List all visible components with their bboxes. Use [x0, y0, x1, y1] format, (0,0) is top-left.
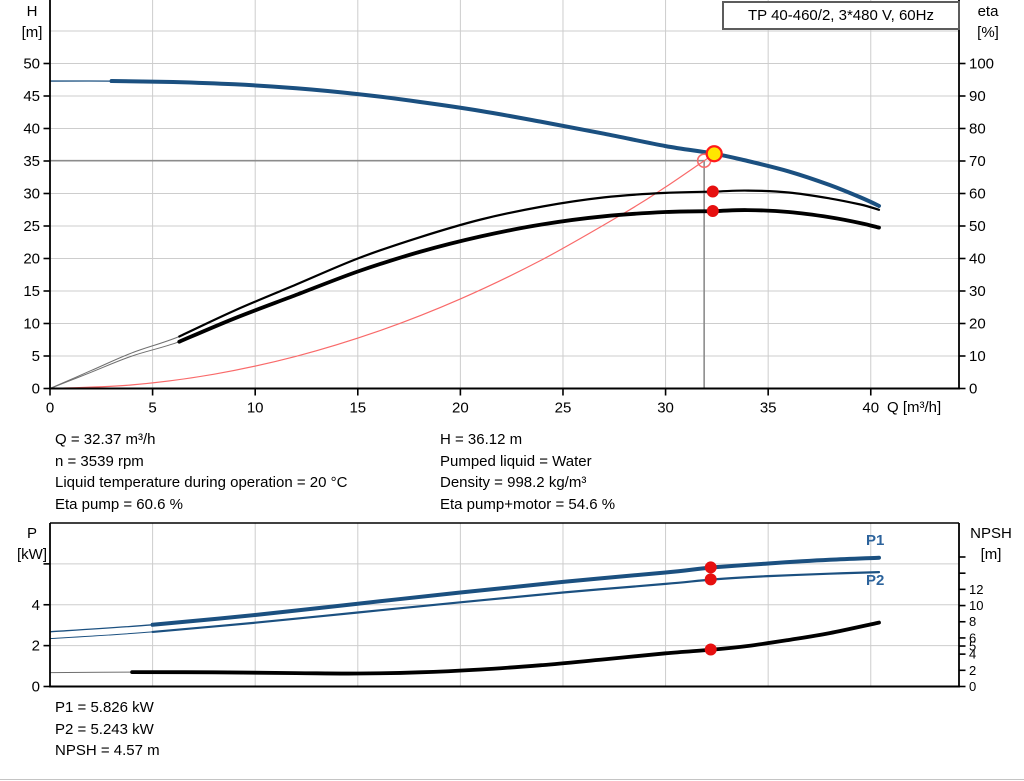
- p1-curve: [150, 555, 881, 627]
- left-tick-label: 0: [32, 381, 40, 398]
- right-tick-label: 60: [969, 186, 986, 203]
- npsh-curve: [130, 620, 881, 676]
- q-axis-title: Q [m³/h]: [887, 399, 942, 416]
- right-tick-label: 10: [969, 598, 983, 613]
- p1-curve-thin: [49, 557, 880, 633]
- eta-axis-unit: [%]: [977, 24, 999, 41]
- power-info-block: P1 = 5.826 kW P2 = 5.243 kW NPSH = 4.57 …: [55, 697, 160, 762]
- operating-info-left: Q = 32.37 m³/h n = 3539 rpm Liquid tempe…: [55, 429, 347, 516]
- info-line-q: Q = 32.37 m³/h: [55, 431, 156, 448]
- p2-curve: [151, 571, 881, 634]
- info-line-liquid: Pumped liquid = Water: [440, 452, 592, 470]
- x-tick-label: 0: [46, 400, 54, 417]
- right-tick-label: 5: [969, 639, 976, 654]
- npsh-axis-unit: [m]: [980, 546, 1002, 563]
- operating-point-dot: [704, 643, 717, 656]
- x-tick-label: 5: [148, 400, 156, 417]
- left-tick-label: 4: [32, 597, 40, 614]
- left-tick-label: 10: [23, 316, 40, 333]
- system-curve: [49, 153, 715, 390]
- left-tick-label: 25: [23, 218, 40, 235]
- right-tick-label: 6: [969, 630, 976, 645]
- info-line-p1: P1 = 5.826 kW: [55, 699, 154, 716]
- h-axis-title: H: [26, 3, 38, 20]
- npsh-axis-title: NPSH: [970, 525, 1012, 542]
- right-tick-label: 80: [969, 121, 986, 138]
- duty-point-marker: [705, 145, 723, 163]
- left-tick-label: 35: [23, 153, 40, 170]
- right-tick-label: 10: [969, 348, 986, 365]
- operating-point-dot: [706, 185, 719, 198]
- left-tick-label: 30: [23, 186, 40, 203]
- p2-curve-thin: [49, 571, 880, 640]
- eta-pump-curve-thin: [49, 190, 880, 389]
- eta-pump-curve: [178, 189, 881, 338]
- info-line-eta-pm: Eta pump+motor = 54.6 %: [440, 496, 616, 514]
- page-bottom-rule: [0, 779, 1024, 780]
- x-tick-label: 40: [862, 400, 879, 417]
- info-line-temp: Liquid temperature during operation = 20…: [55, 474, 348, 492]
- x-tick-label: 10: [247, 400, 264, 417]
- left-tick-label: 15: [23, 283, 40, 300]
- left-tick-label: 45: [23, 88, 40, 105]
- operating-point-dot: [704, 561, 717, 574]
- right-tick-label: 50: [969, 218, 986, 235]
- right-tick-label: 0: [969, 381, 977, 398]
- info-line-n: n = 3539 rpm: [55, 452, 144, 470]
- x-tick-label: 35: [760, 400, 777, 417]
- operating-point-dot: [704, 573, 717, 586]
- x-tick-label: 25: [555, 400, 572, 417]
- p-axis-unit: [kW]: [17, 546, 47, 563]
- x-tick-label: 20: [452, 400, 469, 417]
- left-tick-label: 5: [32, 348, 40, 365]
- p2-curve-label: P2: [866, 572, 885, 589]
- right-tick-label: 0: [969, 679, 976, 694]
- operating-info-right: H = 36.12 m Pumped liquid = Water Densit…: [440, 429, 615, 516]
- right-tick-label: 20: [969, 316, 986, 333]
- head-curve-thin: [49, 80, 880, 207]
- right-tick-label: 90: [969, 88, 986, 105]
- left-tick-label: 50: [23, 56, 40, 73]
- pump-type-title: TP 40-460/2, 3*480 V, 60Hz: [722, 1, 960, 30]
- right-tick-label: 40: [969, 251, 986, 268]
- right-tick-label: 4: [969, 647, 976, 662]
- head-curve: [109, 79, 881, 208]
- eta-axis-title: eta: [977, 3, 999, 20]
- right-tick-label: 8: [969, 614, 976, 629]
- info-line-eta: Eta pump = 60.6 %: [55, 496, 183, 514]
- x-tick-label: 15: [349, 400, 366, 417]
- left-tick-label: 20: [23, 251, 40, 268]
- right-tick-label: 12: [969, 582, 983, 597]
- info-line-density: Density = 998.2 kg/m³: [440, 474, 587, 492]
- h-axis-unit: [m]: [21, 24, 43, 41]
- left-tick-label: 0: [32, 679, 40, 696]
- eta-pump-motor-curve: [177, 208, 881, 344]
- right-tick-label: 30: [969, 283, 986, 300]
- info-line-npsh: NPSH = 4.57 m: [55, 742, 160, 760]
- right-tick-label: 70: [969, 153, 986, 170]
- p1-curve-label: P1: [866, 532, 885, 549]
- eta-pump-motor-curve-thin: [49, 209, 880, 389]
- info-line-h: H = 36.12 m: [440, 431, 523, 448]
- p-axis-title: P: [26, 525, 37, 542]
- info-line-p2: P2 = 5.243 kW: [55, 720, 154, 738]
- right-tick-label: 2: [969, 663, 976, 678]
- left-tick-label: 2: [32, 638, 40, 655]
- right-tick-label: 100: [969, 56, 994, 73]
- left-tick-label: 40: [23, 121, 40, 138]
- operating-point-dot: [706, 205, 719, 218]
- x-tick-label: 30: [657, 400, 674, 417]
